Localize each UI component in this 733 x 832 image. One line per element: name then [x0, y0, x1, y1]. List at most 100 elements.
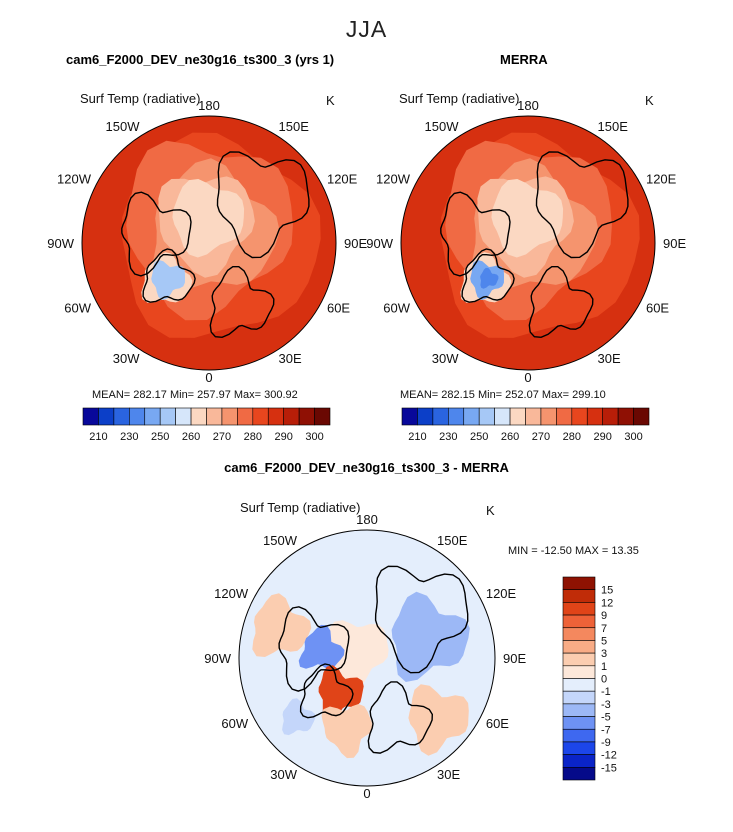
colorbar-swatch [562, 728, 596, 743]
colorbar-swatch [562, 703, 596, 717]
colorbar-swatch [113, 407, 130, 426]
lon-label-top: 180 [517, 98, 539, 113]
colorbar-swatch [562, 576, 596, 590]
colorbar-swatch [206, 407, 223, 426]
colorbar-swatch [562, 754, 596, 768]
colorbar-swatch [617, 407, 634, 426]
lon-label-r30: 30E [598, 351, 621, 366]
colorbar-swatch [540, 407, 557, 426]
colorbar-swatch [417, 407, 434, 426]
colorbar-tick-label: 230 [439, 431, 457, 443]
lon-label-l150: 150W [263, 533, 298, 548]
colorbar-swatch [562, 767, 596, 781]
polar-map-svg: 180 0 150W 150E 120W 120E 90W 90E 60W 60E 30W 30E [204, 512, 526, 801]
colorbar-tick-label: -3 [601, 699, 611, 711]
colorbar-swatch [562, 665, 596, 679]
colorbar-swatch [82, 407, 99, 426]
map-boundary [400, 115, 656, 371]
colorbar-swatch [298, 407, 315, 426]
lon-label-l120: 120W [214, 586, 249, 601]
lon-label-l30: 30W [270, 767, 297, 782]
greenland-interior-region [151, 259, 185, 300]
lon-label-bottom: 0 [363, 786, 370, 801]
colorbar-tick-label: 210 [89, 431, 107, 443]
colorbar-tick-label: 1 [601, 661, 607, 673]
lon-label-l120: 120W [57, 172, 92, 187]
panel-3-variable: Surf Temp (radiative) [240, 500, 361, 515]
colorbar-swatch [448, 407, 465, 426]
colorbar-swatch [562, 602, 596, 616]
positive-region-greenland [318, 665, 364, 719]
colorbar-swatch [562, 741, 596, 755]
lon-label-l120: 120W [376, 172, 411, 187]
lon-label-r150: 150E [598, 119, 629, 134]
lon-label-bottom: 0 [524, 370, 531, 385]
colorbar-tick-label: 300 [305, 431, 323, 443]
colorbar-swatch [432, 407, 449, 426]
lon-label-r150: 150E [279, 119, 310, 134]
colorbar-tick-label: 0 [601, 674, 607, 686]
greenland-coldest-region [480, 267, 499, 289]
coastline-2 [440, 191, 511, 277]
colorbar-swatch [175, 407, 192, 426]
coastline-1 [299, 663, 354, 719]
coastline-4 [528, 266, 594, 339]
colorbar-tick-label: 280 [563, 431, 581, 443]
colorbar-swatch [463, 407, 480, 426]
colorbar-swatch [602, 407, 619, 426]
panel-2-stats: MEAN= 282.15 Min= 252.07 Max= 299.10 [400, 389, 606, 401]
panel-1-variable: Surf Temp (radiative) [80, 91, 201, 106]
coastline-3 [374, 565, 469, 674]
panel-2-variable: Surf Temp (radiative) [399, 91, 520, 106]
panel-3-stats: MIN = -12.50 MAX = 13.35 [508, 545, 639, 557]
lon-label-r60: 60E [646, 301, 669, 316]
arctic-ocean-region [491, 179, 564, 258]
colorbar-tick-label: 280 [244, 431, 262, 443]
colorbar-swatch [478, 407, 495, 426]
lon-label-l150: 150W [106, 119, 141, 134]
coastline-3 [535, 151, 629, 259]
coastline-1 [142, 248, 196, 303]
panel-1-title: cam6_F2000_DEV_ne30g16_ts300_3 (yrs 1) [66, 52, 335, 67]
colorbar-swatch [221, 407, 238, 426]
colorbar-tick-label: 270 [213, 431, 231, 443]
colorbar-swatch [525, 407, 542, 426]
lon-label-r60: 60E [486, 716, 509, 731]
positive-region-atlantic [321, 704, 373, 759]
panel-2-title: MERRA [500, 52, 548, 67]
lon-label-top: 180 [356, 512, 378, 527]
panel-3-title: cam6_F2000_DEV_ne30g16_ts300_3 - MERRA [224, 460, 509, 475]
colorbar-tick-label: 12 [601, 597, 613, 609]
colorbar-swatch [562, 690, 596, 705]
lon-label-r90: 90E [503, 651, 526, 666]
colorbar-tick-label: -7 [601, 724, 611, 736]
lon-label-r120: 120E [486, 586, 517, 601]
lon-label-r150: 150E [437, 533, 468, 548]
coastline-3 [216, 151, 310, 259]
lon-label-l150: 150W [425, 119, 460, 134]
figure-title: JJA [345, 16, 388, 42]
colorbar-swatch [562, 678, 596, 692]
colorbar-swatch [633, 407, 650, 426]
colorbar-swatch [129, 407, 146, 426]
coastline-2 [121, 191, 192, 277]
panel-2-units: K [645, 93, 654, 108]
panel-3-units: K [486, 503, 495, 518]
colorbar-tick-label: 15 [601, 585, 613, 597]
colorbar-tick-label: 250 [151, 431, 169, 443]
colorbar-tick-label: 210 [408, 431, 426, 443]
lon-label-l60: 60W [64, 301, 91, 316]
panel-1-units: K [326, 93, 335, 108]
colorbar-tick-label: 290 [275, 431, 293, 443]
polar-map-svg: 180 0 150W 150E 120W 120E 90W 90E 60W 60E 30W 30E [366, 98, 686, 385]
negative-region-siberia [391, 591, 470, 682]
arctic-ocean-region [172, 179, 245, 258]
colorbar-swatch [283, 407, 300, 426]
colorbar-tick-label: 270 [532, 431, 550, 443]
colorbar-swatch [556, 407, 573, 426]
lon-label-l90: 90W [204, 651, 231, 666]
colorbar-swatch [562, 716, 596, 730]
map-boundary [81, 115, 337, 371]
colorbar-tick-label: 5 [601, 635, 607, 647]
